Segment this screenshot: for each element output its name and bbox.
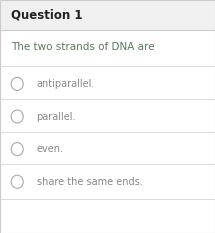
Text: Question 1: Question 1 bbox=[11, 9, 82, 22]
Text: antiparallel.: antiparallel. bbox=[37, 79, 95, 89]
Text: The two strands of DNA are: The two strands of DNA are bbox=[11, 42, 154, 51]
Text: share the same ends.: share the same ends. bbox=[37, 177, 142, 187]
Text: parallel.: parallel. bbox=[37, 112, 76, 121]
FancyBboxPatch shape bbox=[0, 0, 215, 30]
Text: even.: even. bbox=[37, 144, 64, 154]
